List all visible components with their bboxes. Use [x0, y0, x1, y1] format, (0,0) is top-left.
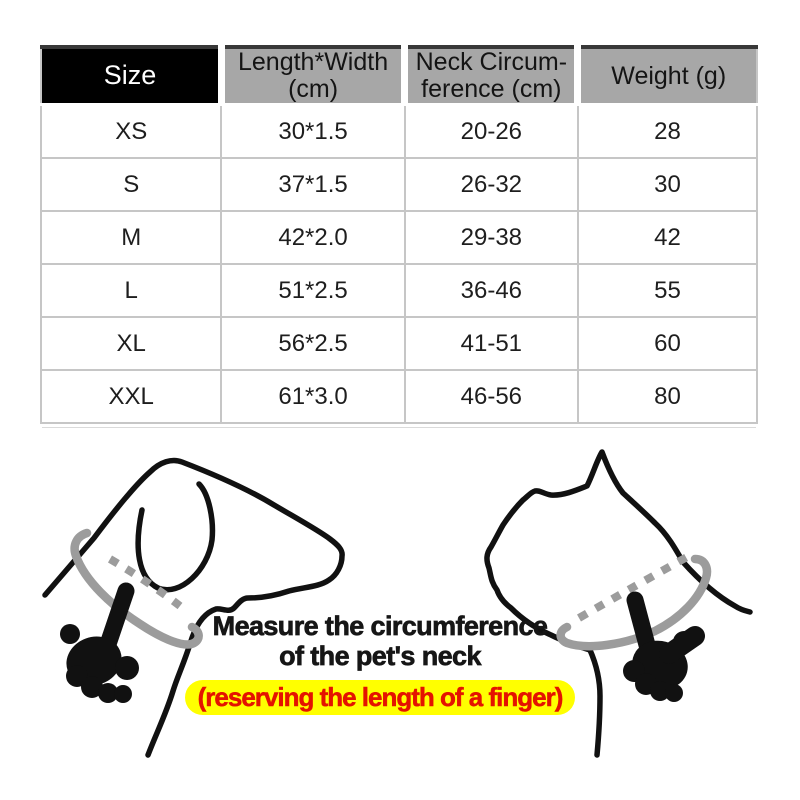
col-header-neck-circumference: Neck Circum-ference (cm)	[401, 47, 578, 106]
length-width-cell: 42*2.0	[220, 210, 405, 264]
col-header-neck-line2: ference (cm)	[421, 75, 562, 103]
size-cell: L	[41, 263, 222, 317]
size-cell: M	[41, 210, 222, 264]
length-width-cell: 56*2.5	[220, 316, 405, 370]
knuckle-bump	[650, 681, 670, 701]
col-header-size: Size	[41, 47, 222, 106]
size-table-header: Size Length*Width (cm) Neck Circum-ferenc…	[41, 47, 757, 106]
knuckle-bump	[114, 685, 132, 703]
weight-cell: 28	[576, 104, 757, 158]
col-header-weight: Weight (g)	[574, 47, 757, 106]
header-row: Size Length*Width (cm) Neck Circum-ferenc…	[41, 47, 757, 106]
measuring-instructions: Measure the circumference of the pet's n…	[168, 611, 592, 715]
table-row-s: S 37*1.5 26-32 30	[41, 157, 757, 211]
knuckle-bump	[665, 684, 683, 702]
col-header-size-label: Size	[103, 60, 157, 91]
neck-circumference-cell: 46-56	[403, 369, 578, 423]
hand-bump	[115, 656, 139, 680]
measuring-tape-dashes	[577, 553, 689, 622]
finger-note-highlight: (reserving the length of a finger)	[184, 680, 576, 715]
size-table: Size Length*Width (cm) Neck Circum-ferenc…	[40, 45, 758, 424]
wrist	[659, 626, 705, 664]
dog-head-outline-path	[42, 457, 345, 758]
table-row-xs: XS 30*1.5 20-26 28	[41, 104, 757, 158]
size-cell: XL	[41, 316, 222, 370]
neck-circumference-cell: 26-32	[403, 157, 578, 211]
size-table-body: XS 30*1.5 20-26 28 S 37*1.5 26-32 30 M 4…	[41, 104, 757, 423]
neck-circumference-cell: 29-38	[403, 210, 578, 264]
dog-measuring-illustration	[42, 457, 345, 758]
col-header-neck-line1: Neck Circum-	[415, 48, 568, 76]
neck-circumference-cell: 20-26	[403, 104, 578, 158]
size-cell: S	[41, 157, 222, 211]
finger-hand-silhouette	[60, 582, 139, 703]
measuring-tape-dashes	[107, 555, 183, 610]
weight-cell: 55	[576, 263, 757, 317]
size-cell: XXL	[41, 369, 222, 423]
knuckle-bump	[98, 683, 118, 703]
measuring-tape-arc	[70, 528, 203, 649]
neck-circumference-cell: 36-46	[403, 263, 578, 317]
col-header-length-width-line1: Length*Width	[238, 48, 389, 76]
table-row-xl: XL 56*2.5 41-51 60	[41, 316, 757, 370]
length-width-cell: 51*2.5	[220, 263, 405, 317]
weight-cell: 30	[576, 157, 757, 211]
instruction-heading-line1: Measure the circumference	[212, 611, 548, 642]
length-width-cell: 61*3.0	[220, 369, 405, 423]
measuring-tape-arc	[556, 554, 712, 651]
table-row-l: L 51*2.5 36-46 55	[41, 263, 757, 317]
length-width-cell: 30*1.5	[220, 104, 405, 158]
cat-head-outline-path	[484, 449, 753, 758]
finger-hand-silhouette	[623, 591, 705, 702]
table-bottom-shadow-line	[42, 427, 756, 428]
knuckle-bump	[81, 676, 103, 698]
table-row-xxl: XXL 61*3.0 46-56 80	[41, 369, 757, 423]
thumb-bump	[60, 624, 80, 644]
instruction-heading-line2: of the pet's neck	[279, 641, 482, 672]
table-row-m: M 42*2.0 29-38 42	[41, 210, 757, 264]
weight-cell: 80	[576, 369, 757, 423]
col-header-length-width: Length*Width (cm)	[217, 47, 405, 106]
cat-measuring-illustration	[484, 449, 753, 758]
col-header-length-width-line2: (cm)	[288, 75, 339, 103]
weight-cell: 42	[576, 210, 757, 264]
dog-ear-outline-path	[135, 481, 216, 593]
size-cell: XS	[41, 104, 222, 158]
col-header-weight-label: Weight (g)	[611, 61, 727, 90]
neck-circumference-cell: 41-51	[403, 316, 578, 370]
length-width-cell: 37*1.5	[220, 157, 405, 211]
weight-cell: 60	[576, 316, 757, 370]
